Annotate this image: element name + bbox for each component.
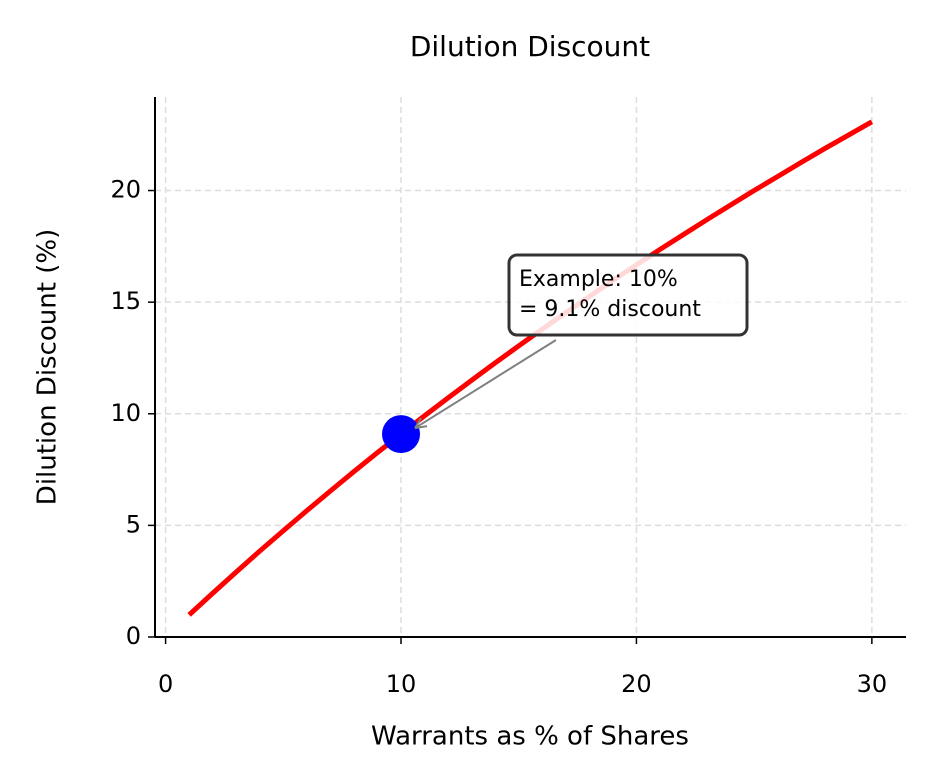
annotation-arrowhead — [414, 417, 428, 430]
x-tick-label: 20 — [621, 670, 652, 698]
y-tick-label: 5 — [126, 510, 141, 538]
chart-title: Dilution Discount — [410, 30, 650, 63]
x-tick-label: 0 — [158, 670, 173, 698]
annotation-box — [507, 253, 749, 337]
y-tick-label: 0 — [126, 622, 141, 650]
x-axis-label: Warrants as % of Shares — [371, 722, 689, 752]
y-axis-label: Dilution Discount (%) — [33, 229, 63, 505]
line — [187, 119, 874, 617]
annotation-arrow — [414, 339, 557, 429]
annotation-text: Example: 10% — [519, 267, 678, 292]
x-tick-label: 30 — [857, 670, 888, 698]
y-tick-label: 20 — [110, 176, 141, 204]
y-tick-label: 10 — [110, 399, 141, 427]
highlight-point — [382, 415, 421, 454]
x-tick-label: 10 — [386, 670, 417, 698]
y-tick-label: 15 — [110, 287, 141, 315]
annotation-text: = 9.1% discount — [519, 297, 701, 322]
